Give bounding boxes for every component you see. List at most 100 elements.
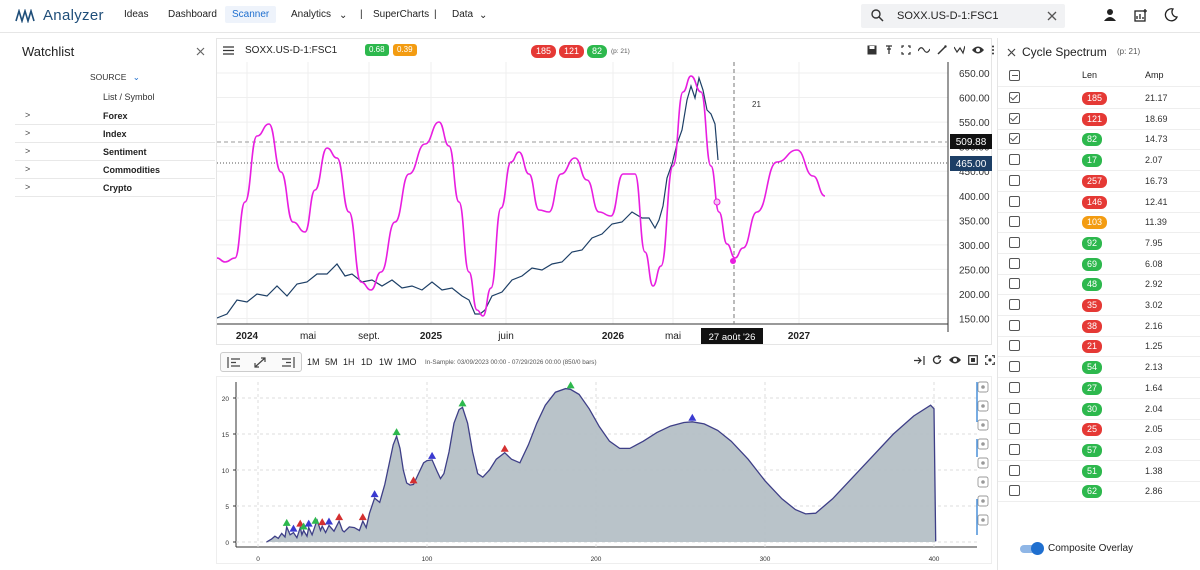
cycle-row[interactable]: 185 21.17: [998, 88, 1200, 109]
cycle-row[interactable]: 48 2.92: [998, 274, 1200, 296]
close-icon[interactable]: [1007, 48, 1016, 57]
eye-icon[interactable]: [949, 355, 961, 365]
timeframe-1m[interactable]: 1M: [307, 357, 320, 367]
cycle-checkbox[interactable]: [1009, 319, 1020, 331]
cycle-row[interactable]: 92 7.95: [998, 233, 1200, 254]
refresh-icon[interactable]: [932, 355, 942, 365]
cycle-peak-marker[interactable]: [318, 518, 327, 526]
cycle-badge[interactable]: 121: [559, 45, 585, 58]
watchlist-item-index[interactable]: > Index: [15, 125, 215, 143]
cycle-row[interactable]: 25 2.05: [998, 419, 1200, 441]
cycle-checkbox[interactable]: [1009, 236, 1020, 248]
nav-supercharts[interactable]: SuperCharts: [373, 9, 430, 20]
cycle-checkbox[interactable]: [1009, 361, 1020, 373]
cycle-row[interactable]: 30 2.04: [998, 399, 1200, 420]
cycle-peak-marker[interactable]: [282, 518, 291, 526]
cycle-checkbox[interactable]: [1009, 402, 1020, 414]
save-icon[interactable]: [867, 45, 877, 55]
nav-scanner[interactable]: Scanner: [225, 6, 277, 23]
cycle-row[interactable]: 257 16.73: [998, 171, 1200, 192]
cycle-checkbox[interactable]: [1009, 464, 1020, 476]
close-icon[interactable]: [1047, 11, 1057, 21]
cycle-checkbox[interactable]: [1009, 216, 1020, 228]
cycle-marker[interactable]: [713, 198, 721, 206]
cycle-checkbox[interactable]: [1009, 423, 1020, 435]
signal-icon[interactable]: [954, 45, 965, 55]
cycle-peak-marker[interactable]: [370, 490, 379, 498]
watchlist-item-sentiment[interactable]: > Sentiment: [15, 143, 215, 161]
cycle-checkbox[interactable]: [1009, 92, 1020, 103]
cycle-checkbox[interactable]: [1009, 112, 1020, 124]
cycle-checkbox[interactable]: [1009, 443, 1020, 455]
cycle-checkbox[interactable]: [1009, 154, 1020, 166]
cycle-row[interactable]: 35 3.02: [998, 295, 1200, 316]
cycle-row[interactable]: 27 1.64: [998, 378, 1200, 399]
cycle-checkbox[interactable]: [1009, 195, 1020, 207]
nav-data[interactable]: Data: [452, 9, 474, 20]
cycle-peak-marker[interactable]: [409, 476, 418, 484]
timeframe-1mo[interactable]: 1MO: [397, 357, 417, 367]
cycle-peak-marker[interactable]: [428, 451, 437, 459]
cycle-row[interactable]: 21 1.25: [998, 336, 1200, 358]
cycle-peak-marker[interactable]: [299, 522, 308, 530]
cycle-peak-marker[interactable]: [688, 413, 697, 421]
source-dropdown[interactable]: SOURCE ⌄: [90, 72, 140, 83]
cycle-checkbox[interactable]: [1009, 485, 1020, 497]
nav-ideas[interactable]: Ideas: [124, 9, 149, 20]
cycle-peak-marker[interactable]: [566, 381, 575, 389]
square-icon[interactable]: [968, 355, 978, 365]
dark-mode-icon[interactable]: [1164, 8, 1178, 22]
cycle-peak-marker[interactable]: [304, 519, 313, 527]
cycle-row[interactable]: 17 2.07: [998, 150, 1200, 172]
cycle-badge[interactable]: 185: [531, 45, 557, 58]
select-all-checkbox[interactable]: [1009, 70, 1020, 81]
user-icon[interactable]: [1103, 8, 1117, 22]
more-vertical-icon[interactable]: [991, 45, 995, 55]
reset-zoom-icon[interactable]: [977, 438, 989, 450]
hover-icon[interactable]: [977, 514, 989, 526]
price-chart-canvas[interactable]: 650.00600.00550.00500.00450.00400.00350.…: [216, 62, 993, 345]
cycle-row[interactable]: 57 2.03: [998, 440, 1200, 461]
cycle-spectrum-chart[interactable]: 20 15 10 5 0 0 100 200 300 400: [216, 376, 992, 564]
cycle-row[interactable]: 121 18.69: [998, 109, 1200, 130]
cycle-row[interactable]: 69 6.08: [998, 254, 1200, 275]
cycle-row[interactable]: 146 12.41: [998, 192, 1200, 213]
cycle-row[interactable]: 103 11.39: [998, 212, 1200, 234]
link-icon[interactable]: [977, 419, 989, 431]
watchlist-item-crypto[interactable]: > Crypto: [15, 179, 215, 197]
cycle-checkbox[interactable]: [1009, 299, 1020, 310]
menu-icon[interactable]: [223, 46, 234, 55]
cycle-checkbox[interactable]: [1009, 381, 1020, 393]
cycle-peak-marker[interactable]: [311, 516, 320, 524]
timeframe-5m[interactable]: 5M: [325, 357, 338, 367]
cycle-checkbox[interactable]: [1009, 278, 1020, 290]
move-icon[interactable]: [977, 381, 989, 393]
cycle-peak-marker[interactable]: [324, 517, 333, 525]
timeframe-1w[interactable]: 1W: [379, 357, 393, 367]
chevron-down-icon[interactable]: ⌄: [339, 10, 348, 21]
cycle-peak-marker[interactable]: [358, 513, 367, 521]
collapse-icon[interactable]: [914, 355, 925, 365]
pin-icon[interactable]: [884, 45, 894, 55]
cycle-peak-marker[interactable]: [392, 428, 401, 436]
magic-icon[interactable]: [937, 45, 947, 55]
cycle-badge[interactable]: 82: [587, 45, 608, 58]
align-left-icon[interactable]: [227, 357, 241, 368]
timeframe-1h[interactable]: 1H: [343, 357, 355, 367]
add-chart-icon[interactable]: [1134, 8, 1148, 22]
cycle-marker[interactable]: [730, 258, 736, 264]
cycle-row[interactable]: 54 2.13: [998, 357, 1200, 379]
save-icon[interactable]: [977, 457, 989, 469]
cycle-peak-marker[interactable]: [500, 444, 509, 452]
cycle-peak-marker[interactable]: [458, 399, 467, 407]
symbol-search-input[interactable]: SOXX.US-D-1:FSC1: [861, 4, 1065, 28]
cycle-checkbox[interactable]: [1009, 340, 1020, 352]
eye-icon[interactable]: [972, 45, 984, 55]
target-icon[interactable]: [985, 355, 995, 365]
cycle-row[interactable]: 82 14.73: [998, 129, 1200, 151]
nav-analytics[interactable]: Analytics: [291, 9, 332, 20]
price-chart[interactable]: 650.00600.00550.00500.00450.00400.00350.…: [216, 62, 992, 345]
cycle-peak-marker[interactable]: [289, 524, 298, 532]
timeframe-1d[interactable]: 1D: [361, 357, 373, 367]
cycle-checkbox[interactable]: [1009, 174, 1020, 186]
